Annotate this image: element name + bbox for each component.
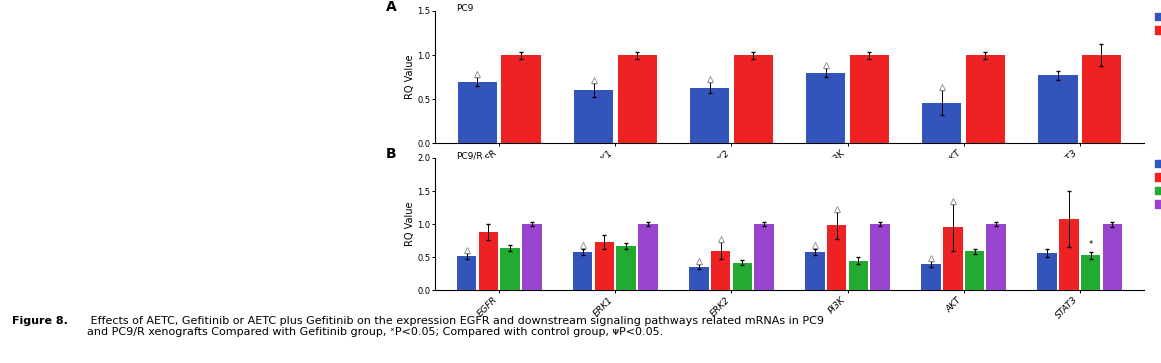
Bar [987,224,1007,290]
Bar [805,252,824,290]
Bar [733,262,752,290]
Y-axis label: RQ Value: RQ Value [405,202,414,246]
Bar [827,225,846,290]
Text: PC9/R: PC9/R [456,151,483,160]
Text: Figure 8.: Figure 8. [12,316,67,326]
Bar [639,224,658,290]
Bar [921,264,940,290]
Text: PC9: PC9 [456,4,474,13]
Bar [572,252,592,290]
Bar [965,251,985,290]
Bar [755,224,774,290]
Bar [690,88,729,143]
Bar [922,103,961,143]
Text: A: A [385,0,397,14]
Bar [618,55,657,143]
Legend: AETC, Control: AETC, Control [1155,13,1161,35]
Bar [522,224,542,290]
Bar [478,232,498,290]
Text: B: B [385,147,396,161]
Bar [500,248,520,290]
Y-axis label: RQ Value: RQ Value [405,55,414,99]
Bar [457,82,497,143]
Legend: AETC, Gefitinib, AETC+Gefitinib, Control: AETC, Gefitinib, AETC+Gefitinib, Control [1155,160,1161,209]
Bar [1082,55,1122,143]
Bar [849,261,868,290]
Bar [502,55,541,143]
Bar [456,256,476,290]
Bar [871,224,890,290]
Bar [574,90,613,143]
Bar [806,73,845,143]
Bar [688,266,708,290]
Bar [850,55,889,143]
Text: Effects of AETC, Gefitinib or AETC plus Gefitinib on the expression EGFR and dow: Effects of AETC, Gefitinib or AETC plus … [87,316,824,338]
Bar [1037,253,1057,290]
Bar [734,55,773,143]
Bar [616,246,636,290]
Bar [943,228,962,290]
Bar [966,55,1005,143]
Bar [594,242,614,290]
Bar [1103,224,1123,290]
Bar [1059,219,1079,290]
Bar [1081,255,1101,290]
Bar [711,250,730,290]
Text: *: * [1089,240,1093,249]
Bar [1038,76,1077,143]
